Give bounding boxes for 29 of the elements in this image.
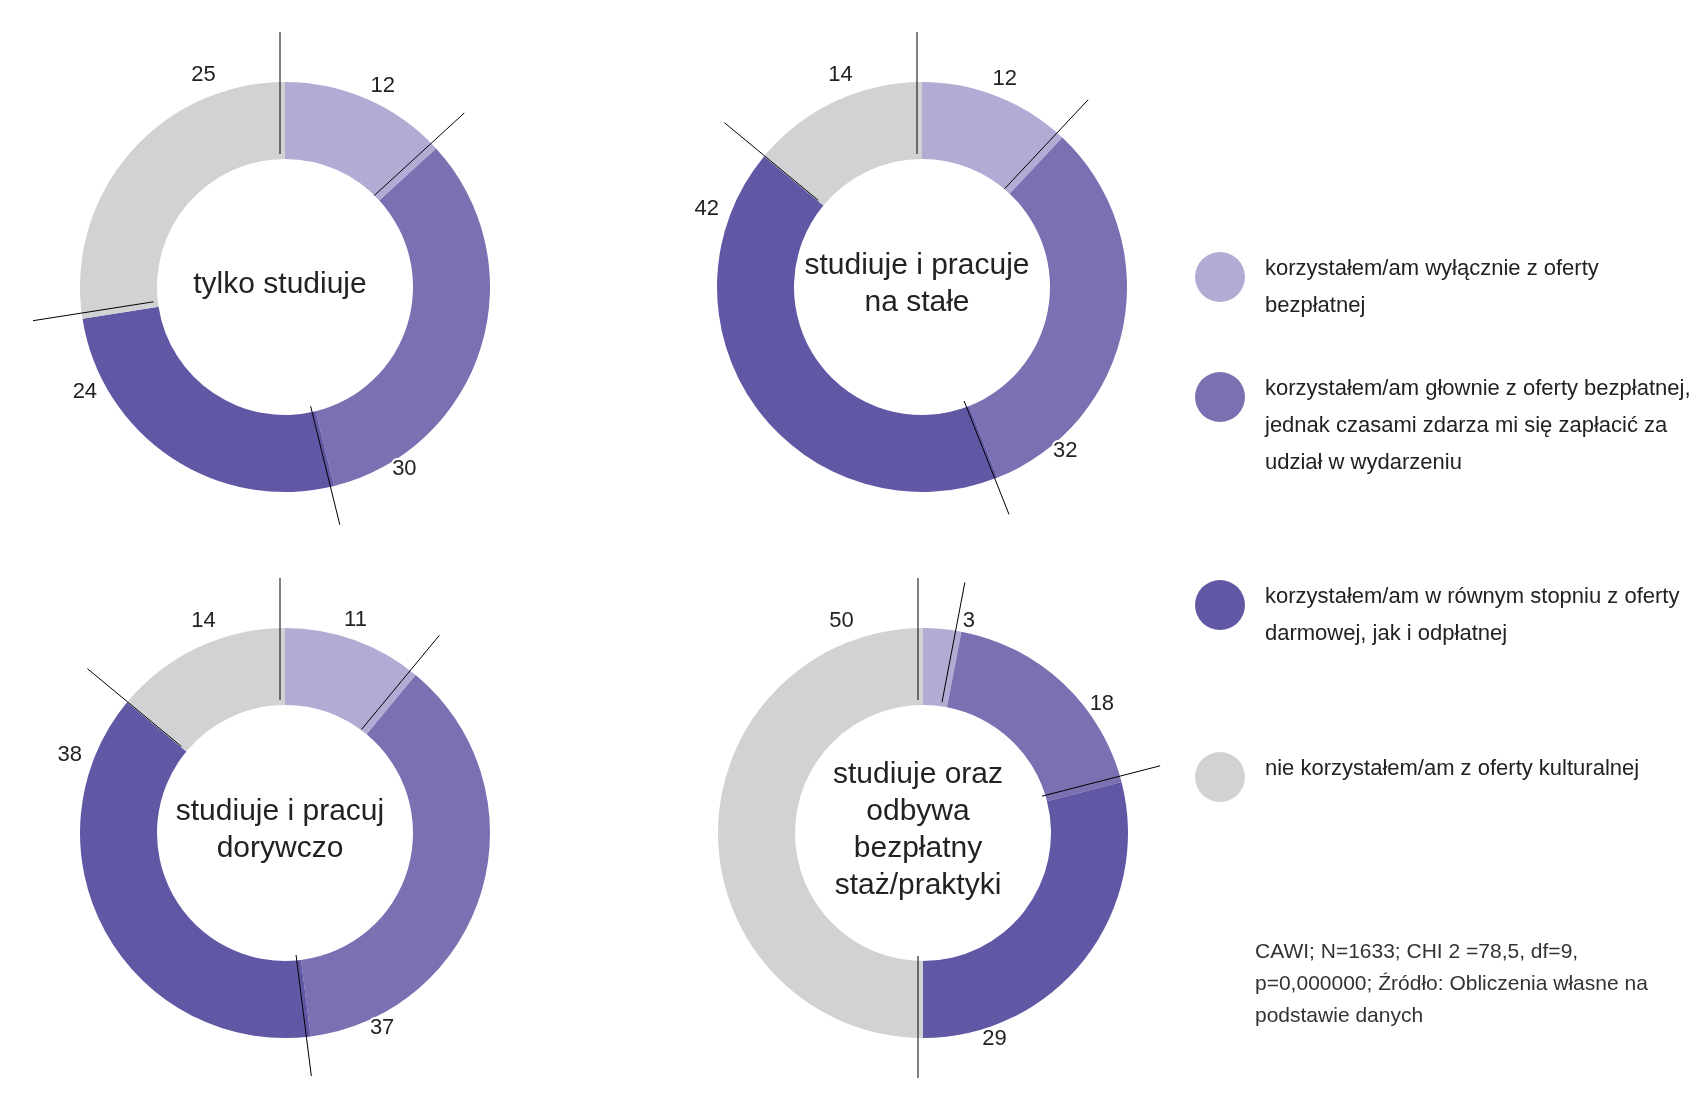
text: studiuje i pracuje na stałe: [803, 246, 1031, 319]
data-label: 18: [1089, 689, 1115, 715]
data-label: 50: [829, 606, 854, 632]
data-label: 42: [694, 195, 720, 221]
data-label: 25: [191, 60, 216, 86]
text: studiuje oraz odbywa bezpłatny staż/praktyki: [831, 755, 1005, 902]
data-label: 24: [72, 377, 98, 403]
data-label: 14: [828, 60, 853, 86]
text: studiuje i pracuj dorywczo: [174, 792, 386, 865]
text: CAWI; N=1633; CHI 2 =78,5, df=9, p=0,000000; Źródło: Obliczenia własne na podstawie danych: [1255, 938, 1649, 1028]
data-label: 11: [344, 606, 367, 632]
data-label: 12: [370, 72, 395, 98]
legend-label: korzystałem/am w równym stopniu z oferty darmowej, jak i odpłatnej: [1265, 582, 1681, 647]
donut-slice: [285, 628, 416, 735]
donut-slice: [127, 628, 285, 752]
data-label: 37: [369, 1014, 395, 1040]
legend-label: korzystałem/am głownie z oferty bezpłatnej, jednak czasami zdarza mi się zapłacić za udział w wydarzeniu: [1265, 374, 1692, 476]
legend-label: korzystałem/am wyłącznie z oferty bezpłatnej: [1265, 254, 1600, 319]
data-label: 12: [992, 64, 1017, 90]
text: tylko studiuje: [193, 264, 367, 301]
data-label: 3: [962, 607, 975, 633]
data-label: 29: [982, 1025, 1007, 1051]
data-label: 32: [1052, 436, 1078, 462]
data-label: 14: [191, 606, 216, 632]
data-label: 30: [392, 455, 417, 481]
donut-slice: [923, 628, 962, 708]
data-label: 38: [57, 741, 83, 767]
donut-slice: [764, 82, 922, 206]
legend-label: nie korzystałem/am z oferty kulturalnej: [1265, 754, 1641, 782]
